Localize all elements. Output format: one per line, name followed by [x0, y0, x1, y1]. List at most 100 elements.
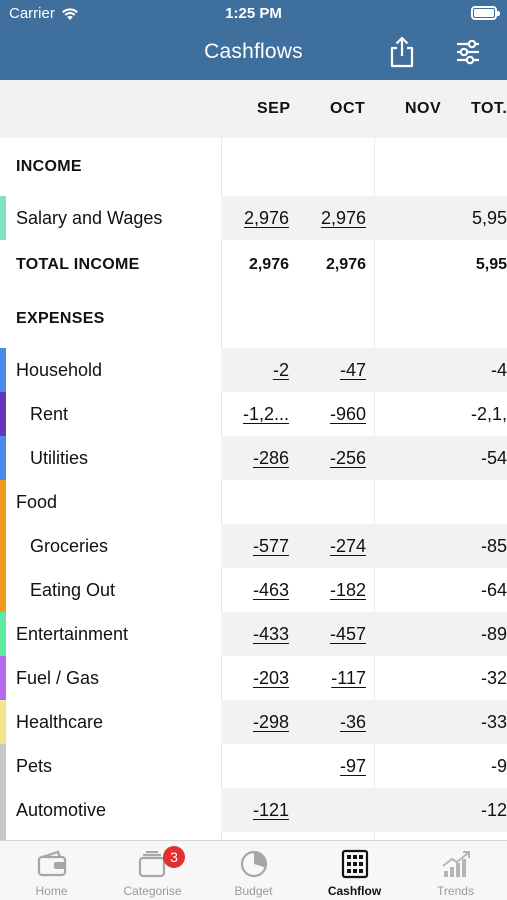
cell-total: -33	[480, 711, 507, 732]
cell-sep[interactable]	[221, 744, 289, 788]
category-color-bar	[0, 788, 6, 840]
table-row[interactable]: Rent -1,2... -960 -2,1,	[0, 392, 507, 436]
tab-bar: Home 3 Categorise Budget Cashflow	[0, 840, 507, 900]
nav-header: Carrier 1:25 PM Cashflows	[0, 0, 507, 80]
carrier-label: Carrier	[9, 5, 55, 22]
table-row[interactable]: Groceries -577 -274 -85	[0, 524, 507, 568]
tab-label: Home	[35, 884, 68, 898]
section-label: EXPENSES	[16, 310, 105, 327]
row-label: Household	[16, 359, 103, 380]
column-header-row: SEP OCT NOV TOT.	[0, 80, 507, 138]
row-label: Utilities	[30, 447, 89, 468]
row-label: Food	[16, 491, 58, 512]
sliders-icon	[457, 39, 479, 65]
share-icon	[390, 36, 414, 68]
trend-chart-icon	[441, 851, 470, 877]
category-color-bar	[0, 348, 6, 392]
cell-oct[interactable]: -457	[329, 623, 366, 644]
share-button[interactable]	[385, 34, 419, 70]
cell-oct[interactable]	[297, 788, 366, 832]
cell-sep[interactable]: -2	[272, 359, 289, 380]
battery-icon	[471, 6, 500, 20]
tab-cashflow[interactable]: Cashflow	[304, 841, 405, 900]
table-row[interactable]: Utilities -286 -256 -54	[0, 436, 507, 480]
carrier-info: Carrier	[9, 5, 79, 22]
cell-sep[interactable]: -121	[252, 799, 289, 820]
category-color-bar	[0, 612, 6, 656]
tab-categorise[interactable]: 3 Categorise	[102, 841, 203, 900]
category-color-bar	[0, 656, 6, 700]
row-label: Salary and Wages	[16, 207, 163, 228]
filter-button[interactable]	[451, 34, 485, 70]
page-title: Cashflows	[204, 40, 303, 63]
cell-sep[interactable]: 2,976	[243, 207, 289, 228]
status-bar: Carrier 1:25 PM	[0, 0, 507, 28]
cell-sep[interactable]: -433	[252, 623, 289, 644]
tab-label: Categorise	[123, 884, 182, 898]
cell-total: -12	[480, 799, 507, 820]
row-label: TOTAL INCOME	[16, 256, 140, 273]
cell-oct[interactable]: -117	[331, 667, 366, 688]
column-divider	[374, 138, 375, 840]
cell-total: 5,95	[471, 207, 507, 228]
wifi-icon	[61, 7, 78, 20]
table-row[interactable]: Food	[0, 480, 507, 524]
cell-sep[interactable]: -286	[252, 447, 289, 468]
col-oct[interactable]: OCT	[330, 100, 366, 117]
cell-total: -54	[480, 447, 507, 468]
row-label: Eating Out	[30, 579, 116, 600]
col-sep[interactable]: SEP	[257, 100, 291, 117]
cell-total: -64	[480, 579, 507, 600]
cell-oct[interactable]: -97	[339, 755, 366, 776]
tab-home[interactable]: Home	[1, 841, 102, 900]
row-label: Automotive	[16, 799, 107, 820]
table-row[interactable]: Eating Out -463 -182 -64	[0, 568, 507, 612]
cell-oct[interactable]: -47	[339, 359, 366, 380]
category-color-bar	[0, 568, 6, 612]
table-row[interactable]: Pets -97 -9	[0, 744, 507, 788]
col-nov[interactable]: NOV	[405, 100, 442, 117]
category-color-bar	[0, 196, 6, 240]
cell-oct[interactable]: -274	[329, 535, 366, 556]
cell-sep[interactable]: -203	[252, 667, 289, 688]
tab-label: Trends	[437, 884, 474, 898]
cashflow-table: INCOME Salary and Wages 2,976 2,976 5,95…	[0, 138, 507, 840]
cell-oct[interactable]: -256	[329, 447, 366, 468]
category-color-bar	[0, 744, 6, 788]
table-row[interactable]: Salary and Wages 2,976 2,976 5,95	[0, 196, 507, 240]
cell-sep[interactable]: -1,2...	[242, 403, 289, 424]
tab-trends[interactable]: Trends	[405, 841, 506, 900]
table-row[interactable]: Healthcare -298 -36 -33	[0, 700, 507, 744]
section-header-expenses: EXPENSES	[0, 290, 507, 348]
total-income-row: TOTAL INCOME 2,976 2,976 5,95	[0, 240, 507, 290]
category-color-bar	[0, 392, 6, 436]
col-total[interactable]: TOT.	[471, 100, 507, 117]
cell-total: -32	[480, 667, 507, 688]
cell-sep[interactable]: -298	[252, 711, 289, 732]
wallet-icon	[37, 850, 66, 877]
cell-total: -85	[480, 535, 507, 556]
category-color-bar	[0, 524, 6, 568]
row-label: Rent	[30, 403, 69, 424]
cell-oct[interactable]: -182	[329, 579, 366, 600]
table-row[interactable]: Household -2 -47 -4	[0, 348, 507, 392]
cell-oct[interactable]: -960	[329, 403, 366, 424]
inbox-icon	[138, 851, 165, 878]
table-row[interactable]: Automotive -121 -12	[0, 788, 507, 840]
cell-oct[interactable]: -36	[339, 711, 366, 732]
tab-label: Budget	[234, 884, 273, 898]
category-color-bar	[0, 700, 6, 744]
row-label: Fuel / Gas	[16, 667, 100, 688]
status-time: 1:25 PM	[225, 5, 282, 22]
tab-budget[interactable]: Budget	[203, 841, 304, 900]
table-row[interactable]: Entertainment -433 -457 -89	[0, 612, 507, 656]
cell-total: 5,95	[475, 256, 507, 273]
category-color-bar	[0, 436, 6, 480]
cell-oct[interactable]: 2,976	[320, 207, 366, 228]
cell-total: -2,1,	[470, 403, 507, 424]
table-row[interactable]: Fuel / Gas -203 -117 -32	[0, 656, 507, 700]
cell-sep[interactable]: -577	[252, 535, 289, 556]
cell-sep[interactable]: -463	[252, 579, 289, 600]
cell-oct: 2,976	[325, 256, 366, 273]
cell-total: -4	[490, 359, 507, 380]
